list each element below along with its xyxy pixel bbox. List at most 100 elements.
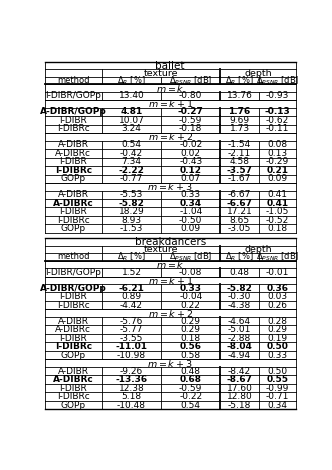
Text: $m = k+3$: $m = k+3$ <box>147 181 193 192</box>
Text: 4.58: 4.58 <box>230 157 250 166</box>
Text: $\Delta_{PSNR}$ [dB]: $\Delta_{PSNR}$ [dB] <box>169 74 212 87</box>
Text: -0.42: -0.42 <box>120 149 143 158</box>
Text: $m = k$: $m = k$ <box>156 83 185 94</box>
Text: depth: depth <box>244 245 272 254</box>
Text: $m = k$: $m = k$ <box>156 259 185 270</box>
Text: breakdancers: breakdancers <box>134 237 206 247</box>
Text: A-DIBRc: A-DIBRc <box>53 199 94 208</box>
Text: GOPp: GOPp <box>61 174 86 183</box>
Text: I-DIBR: I-DIBR <box>59 292 87 301</box>
Text: 1.76: 1.76 <box>228 108 251 117</box>
Text: 0.21: 0.21 <box>266 166 288 175</box>
Text: -1.67: -1.67 <box>228 174 251 183</box>
Text: 0.09: 0.09 <box>267 174 288 183</box>
Text: 0.02: 0.02 <box>181 149 201 158</box>
Text: I-DIBRc: I-DIBRc <box>57 392 90 401</box>
Text: -0.52: -0.52 <box>266 216 289 225</box>
Text: 0.48: 0.48 <box>181 367 201 376</box>
Text: A-DIBRc: A-DIBRc <box>53 375 94 384</box>
Text: A-DIBR: A-DIBR <box>58 190 89 199</box>
Text: -0.11: -0.11 <box>266 125 289 133</box>
Text: -0.43: -0.43 <box>179 157 203 166</box>
Text: I-DIBR: I-DIBR <box>59 334 87 343</box>
Text: $\Delta_R$ [%]: $\Delta_R$ [%] <box>225 74 254 87</box>
Text: -0.59: -0.59 <box>179 116 203 125</box>
Text: -5.76: -5.76 <box>120 317 143 326</box>
Text: -0.80: -0.80 <box>179 92 203 101</box>
Text: 0.22: 0.22 <box>181 301 201 310</box>
Text: 0.28: 0.28 <box>267 317 287 326</box>
Text: -4.42: -4.42 <box>120 301 143 310</box>
Text: 0.56: 0.56 <box>180 342 202 351</box>
Text: -2.22: -2.22 <box>119 166 144 175</box>
Text: 13.40: 13.40 <box>119 92 144 101</box>
Text: -6.67: -6.67 <box>227 199 253 208</box>
Text: 7.34: 7.34 <box>122 157 141 166</box>
Text: depth: depth <box>244 69 272 78</box>
Text: -4.64: -4.64 <box>228 317 251 326</box>
Text: -3.57: -3.57 <box>227 166 253 175</box>
Text: -0.50: -0.50 <box>179 216 203 225</box>
Text: 0.68: 0.68 <box>180 375 202 384</box>
Text: -3.05: -3.05 <box>228 224 251 233</box>
Text: 0.58: 0.58 <box>181 351 201 360</box>
Text: $\Delta_R$ [%]: $\Delta_R$ [%] <box>225 251 254 263</box>
Text: GOPp: GOPp <box>61 224 86 233</box>
Text: method: method <box>57 252 90 261</box>
Text: 0.41: 0.41 <box>266 199 289 208</box>
Text: 5.18: 5.18 <box>122 392 142 401</box>
Text: -1.54: -1.54 <box>228 141 251 149</box>
Text: 0.09: 0.09 <box>181 224 201 233</box>
Text: 18.29: 18.29 <box>119 207 144 216</box>
Text: $m = k+1$: $m = k+1$ <box>147 98 193 110</box>
Text: 0.12: 0.12 <box>180 166 202 175</box>
Text: 1.52: 1.52 <box>122 268 141 277</box>
Text: 0.13: 0.13 <box>267 149 288 158</box>
Text: $m = k+2$: $m = k+2$ <box>148 308 193 319</box>
Text: 9.69: 9.69 <box>229 116 250 125</box>
Text: 0.33: 0.33 <box>267 351 288 360</box>
Text: I-DIBRc: I-DIBRc <box>57 216 90 225</box>
Text: $m = k+1$: $m = k+1$ <box>147 275 193 286</box>
Text: 17.21: 17.21 <box>227 207 253 216</box>
Text: -4.38: -4.38 <box>228 301 251 310</box>
Text: 8.93: 8.93 <box>122 216 142 225</box>
Text: 1.73: 1.73 <box>229 125 250 133</box>
Text: A-DIBRc: A-DIBRc <box>55 149 91 158</box>
Text: 0.18: 0.18 <box>267 224 288 233</box>
Text: 0.08: 0.08 <box>267 141 288 149</box>
Text: I-DIBRc: I-DIBRc <box>55 342 92 351</box>
Text: $\Delta_{PSNR}$ [dB]: $\Delta_{PSNR}$ [dB] <box>256 74 299 87</box>
Text: A-DIBR: A-DIBR <box>58 317 89 326</box>
Text: -9.26: -9.26 <box>120 367 143 376</box>
Text: $m = k+2$: $m = k+2$ <box>148 132 193 142</box>
Text: 3.24: 3.24 <box>122 125 141 133</box>
Text: GOPp: GOPp <box>61 351 86 360</box>
Text: -8.04: -8.04 <box>227 342 253 351</box>
Text: 12.38: 12.38 <box>119 384 144 392</box>
Text: I-DIBR: I-DIBR <box>59 116 87 125</box>
Text: 0.36: 0.36 <box>266 284 288 293</box>
Text: 13.76: 13.76 <box>227 92 253 101</box>
Text: 0.48: 0.48 <box>230 268 250 277</box>
Text: -5.77: -5.77 <box>120 325 143 334</box>
Text: $\Delta_R$ [%]: $\Delta_R$ [%] <box>117 74 146 87</box>
Text: A-DIBR/GOPp: A-DIBR/GOPp <box>40 284 107 293</box>
Text: -0.99: -0.99 <box>266 384 289 392</box>
Text: I-DIBR: I-DIBR <box>59 157 87 166</box>
Text: 0.89: 0.89 <box>122 292 142 301</box>
Text: -0.30: -0.30 <box>228 292 251 301</box>
Text: 17.60: 17.60 <box>227 384 253 392</box>
Text: -11.01: -11.01 <box>116 342 147 351</box>
Text: 0.54: 0.54 <box>122 141 141 149</box>
Text: 0.50: 0.50 <box>267 367 288 376</box>
Text: -10.48: -10.48 <box>117 400 146 409</box>
Text: I-DIBRc: I-DIBRc <box>57 125 90 133</box>
Text: 8.65: 8.65 <box>229 216 250 225</box>
Text: 0.18: 0.18 <box>181 334 201 343</box>
Text: -0.22: -0.22 <box>179 392 202 401</box>
Text: $m = k+3$: $m = k+3$ <box>147 358 193 368</box>
Text: 0.50: 0.50 <box>266 342 288 351</box>
Text: I-DIBR: I-DIBR <box>59 384 87 392</box>
Text: -0.01: -0.01 <box>266 268 289 277</box>
